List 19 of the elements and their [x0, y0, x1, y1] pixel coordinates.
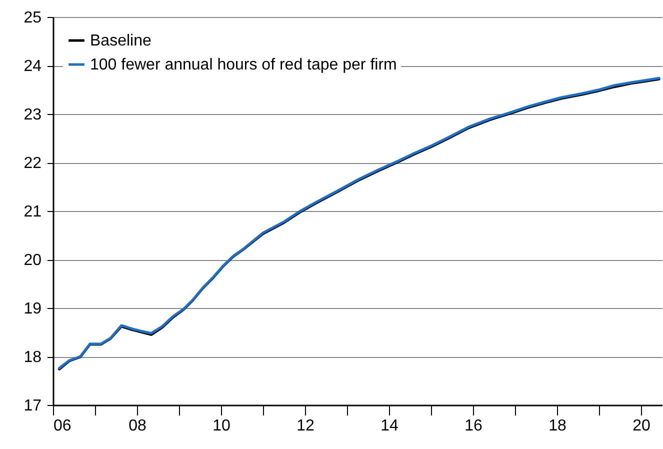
y-tick-label: 17 — [24, 398, 42, 414]
x-tick-label: 08 — [128, 418, 146, 434]
y-tick-label: 24 — [24, 58, 42, 75]
x-tick-label: 16 — [464, 418, 482, 434]
y-tick-label: 19 — [24, 300, 42, 318]
y-tick-label: 22 — [24, 155, 42, 172]
x-tick-label: 10 — [212, 418, 230, 434]
y-tick-label: 25 — [24, 10, 42, 26]
x-tick-label: 12 — [296, 418, 314, 434]
legend-label: 100 fewer annual hours of red tape per firm — [90, 56, 397, 74]
y-tick-label: 21 — [24, 204, 42, 220]
x-tick-label: 14 — [380, 418, 398, 434]
x-tick-label: 18 — [548, 418, 566, 434]
legend-label: Baseline — [90, 32, 152, 50]
x-tick-label: 06 — [54, 418, 72, 434]
x-tick-label: 20 — [632, 418, 650, 434]
y-tick-label: 20 — [24, 252, 42, 269]
y-tick-label: 23 — [24, 106, 42, 124]
y-tick-label: 18 — [24, 349, 42, 366]
